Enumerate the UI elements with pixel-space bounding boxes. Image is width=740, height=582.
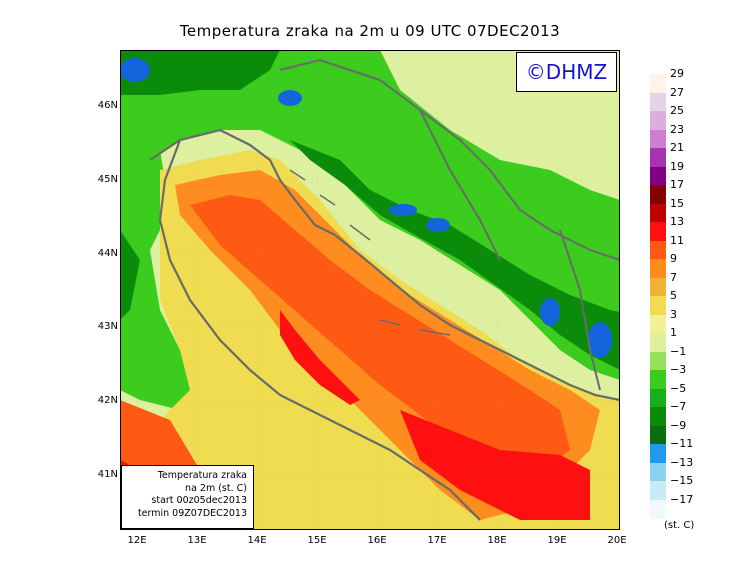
lat-label-44n: 44N (97, 248, 118, 259)
colorbar-swatch (650, 407, 666, 426)
lon-label-15e: 15E (307, 535, 327, 546)
islands (289, 169, 451, 336)
lat-label-41n: 41N (97, 469, 118, 480)
lon-label-12e: 12E (127, 535, 147, 546)
colorbar-swatch (650, 351, 666, 371)
peak-cold-1 (278, 90, 302, 106)
colorbar-tick-label: −5 (670, 381, 687, 395)
colorbar-tick-label: −7 (670, 400, 687, 413)
colorbar-tick-label: 21 (670, 141, 684, 154)
colorbar-tick-label: −15 (670, 474, 694, 487)
colorbar-tick-label: −11 (670, 437, 694, 450)
colorbar (650, 74, 666, 519)
colorbar-tick-label: 19 (670, 159, 684, 173)
lon-label-13e: 13E (187, 535, 207, 546)
colorbar-swatch (650, 259, 666, 278)
peak-cold-6 (120, 58, 150, 82)
colorbar-tick-label: 25 (670, 104, 684, 117)
lon-label-20e: 20E (607, 535, 627, 546)
colorbar-tick-label: −3 (670, 363, 687, 376)
colorbar-swatch (650, 370, 666, 389)
lon-label-19e: 19E (547, 535, 567, 546)
colorbar-swatch (650, 425, 666, 445)
italy-mountains (120, 230, 140, 320)
colorbar-tick-label: 13 (670, 215, 684, 228)
colorbar-swatch (650, 333, 666, 352)
colorbar-tick-label: 27 (670, 85, 684, 99)
colorbar-tick-label: 1 (670, 326, 677, 339)
colorbar-tick-label: 17 (670, 178, 684, 191)
lat-label-46n: 46N (97, 100, 118, 111)
colorbar-tick-label: 7 (670, 270, 677, 284)
lon-label-17e: 17E (427, 535, 447, 546)
watermark-logo: ©DHMZ (516, 52, 617, 92)
colorbar-tick-label: 3 (670, 307, 677, 321)
colorbar-swatch (650, 166, 666, 186)
info-box: Temperatura zraka na 2m (st. C) start 00… (121, 465, 254, 529)
colorbar-swatch (650, 499, 666, 519)
lon-label-16e: 16E (367, 535, 387, 546)
colorbar-tick-label: −9 (670, 418, 687, 432)
temperature-map (120, 50, 620, 530)
colorbar-swatch (650, 203, 666, 223)
colorbar-tick-label: −17 (670, 492, 694, 506)
colorbar-tick-label: 15 (670, 196, 684, 210)
lat-label-42n: 42N (97, 395, 118, 406)
colorbar-tick-label: 29 (670, 67, 684, 80)
colorbar-tick-label: −1 (670, 344, 687, 358)
colorbar-swatch (650, 74, 666, 93)
colorbar-tick-label: 11 (670, 233, 684, 247)
italy-coastline (158, 139, 481, 521)
border-lines (279, 58, 620, 391)
colorbar-swatch (650, 296, 666, 315)
colorbar-tick-label: 23 (670, 122, 684, 136)
mountain-region-north (120, 50, 280, 95)
lon-label-18e: 18E (487, 535, 507, 546)
info-line-2: na 2m (st. C) (185, 482, 247, 494)
colorbar-unit: (st. C) (664, 520, 695, 531)
colorbar-swatch (650, 388, 666, 408)
lon-label-14e: 14E (247, 535, 267, 546)
colorbar-swatch (650, 314, 666, 334)
lat-label-45n: 45N (97, 174, 118, 185)
info-line-1: Temperatura zraka (157, 470, 247, 481)
colorbar-tick-label: −13 (670, 455, 694, 469)
colorbar-swatch (650, 481, 666, 500)
colorbar-swatch (650, 240, 666, 260)
colorbar-tick-label: 5 (670, 289, 677, 302)
colorbar-swatch (650, 111, 666, 130)
info-line-4: termin 09Z07DEC2013 (137, 507, 247, 519)
coastline (149, 128, 620, 402)
lat-label-43n: 43N (97, 321, 118, 332)
map-title: Temperatura zraka na 2m u 09 UTC 07DEC20… (179, 22, 561, 40)
colorbar-swatch (650, 129, 666, 149)
colorbar-swatch (650, 277, 666, 297)
colorbar-tick-label: 9 (670, 252, 677, 265)
colorbar-swatch (650, 444, 666, 463)
colorbar-swatch (650, 148, 666, 167)
colorbar-swatch (650, 185, 666, 204)
info-line-3: start 00z05dec2013 (151, 495, 247, 506)
colorbar-swatch (650, 222, 666, 241)
colorbar-swatch (650, 92, 666, 112)
colorbar-swatch (650, 462, 666, 482)
